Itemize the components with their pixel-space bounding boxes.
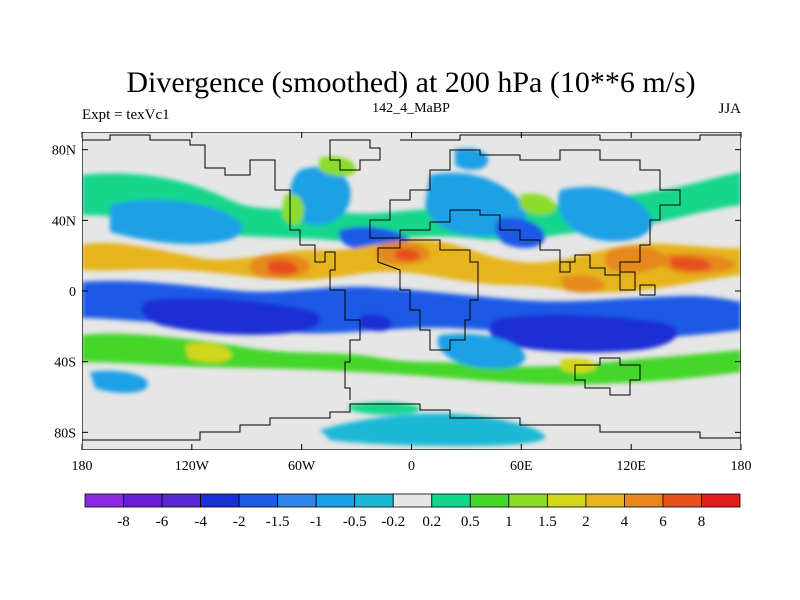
field-deep-convergence-cores — [141, 298, 678, 353]
experiment-label: Expt = texVc1 — [82, 107, 170, 123]
colorbar-label: 0.5 — [461, 514, 480, 530]
coast-south-america — [329, 270, 361, 400]
x-tick-label: 0 — [408, 459, 415, 474]
colorbar-label: 0.2 — [422, 514, 441, 530]
coast-arctic — [400, 134, 741, 141]
colorbar-swatch — [585, 493, 625, 508]
colorbar-swatch — [238, 493, 279, 508]
colorbar-swatch — [431, 493, 471, 508]
colorbar-label: -2 — [233, 514, 246, 530]
y-tick-label: 40S — [54, 356, 76, 371]
field-strong-divergence-cores — [249, 241, 736, 293]
run-label: 142_4_MaBP — [372, 101, 450, 116]
field-antarctic-green — [348, 402, 421, 415]
colorbar-swatch — [277, 493, 317, 508]
chart-title: Divergence (smoothed) at 200 hPa (10**6 … — [126, 66, 695, 99]
divergence-field — [82, 148, 741, 446]
colorbar-swatch — [701, 493, 741, 508]
y-tick-label: 0 — [69, 285, 76, 300]
colorbar-swatch — [392, 493, 433, 508]
x-tick-label: 180 — [731, 459, 752, 474]
coast-africa — [377, 239, 479, 351]
coast-antarctica — [82, 403, 741, 441]
colorbar-swatch — [469, 493, 510, 508]
field-sh-blue-patches — [90, 333, 526, 393]
colorbar-swatch — [315, 493, 356, 508]
coast-australia — [574, 357, 641, 396]
colorbar-label: -0.2 — [381, 514, 405, 530]
coast-greenland — [329, 139, 381, 171]
colorbar-swatch — [84, 493, 124, 508]
colorbar-label: 6 — [659, 514, 667, 530]
field-nh-green-pockets — [282, 156, 556, 225]
map-area — [82, 132, 741, 450]
colorbar-label: -8 — [117, 514, 130, 530]
coast-eurasia — [369, 149, 681, 276]
x-tick-label: 120W — [175, 459, 210, 474]
colorbar-swatch — [546, 493, 587, 508]
colorbar-label: 1.5 — [538, 514, 557, 530]
y-tick-label: 40N — [52, 214, 76, 229]
colorbar-label: -6 — [156, 514, 169, 530]
colorbar-swatch — [624, 493, 664, 508]
colorbar-swatch — [161, 493, 201, 508]
y-tick-label: 80S — [54, 426, 76, 441]
colorbar: -8 -6 -4 -2 -1.5 -1 -0.5 -0.2 0.2 0.5 1 1.5 2 4 6 8 — [84, 493, 741, 530]
x-tick-label: 180 — [72, 459, 93, 474]
colorbar-label: -4 — [194, 514, 207, 530]
x-axis: 180 120W 60W 0 60E 120E 180 — [72, 132, 752, 474]
colorbar-label: -1.5 — [266, 514, 290, 530]
colorbar-label: 2 — [582, 514, 590, 530]
colorbar-swatch — [354, 493, 394, 508]
colorbar-swatch — [123, 493, 163, 508]
colorbar-label: -0.5 — [343, 514, 367, 530]
colorbar-label: 8 — [698, 514, 706, 530]
colorbar-label: -1 — [310, 514, 323, 530]
coast-se-asia-islands — [559, 261, 656, 296]
field-antarctic-convergence — [320, 413, 546, 446]
colorbar-label: 4 — [621, 514, 629, 530]
colorbar-swatch — [200, 493, 240, 508]
x-tick-label: 60E — [510, 459, 533, 474]
colorbar-swatch — [662, 493, 702, 508]
coastlines — [82, 134, 741, 441]
y-axis: 80N 40N 0 40S 80S — [52, 144, 741, 441]
coast-north-america — [82, 134, 336, 271]
x-tick-label: 120E — [616, 459, 646, 474]
x-tick-label: 60W — [288, 459, 316, 474]
colorbar-swatch — [508, 493, 548, 508]
colorbar-label: 1 — [505, 514, 513, 530]
season-label: JJA — [718, 101, 741, 117]
y-tick-label: 80N — [52, 144, 76, 159]
